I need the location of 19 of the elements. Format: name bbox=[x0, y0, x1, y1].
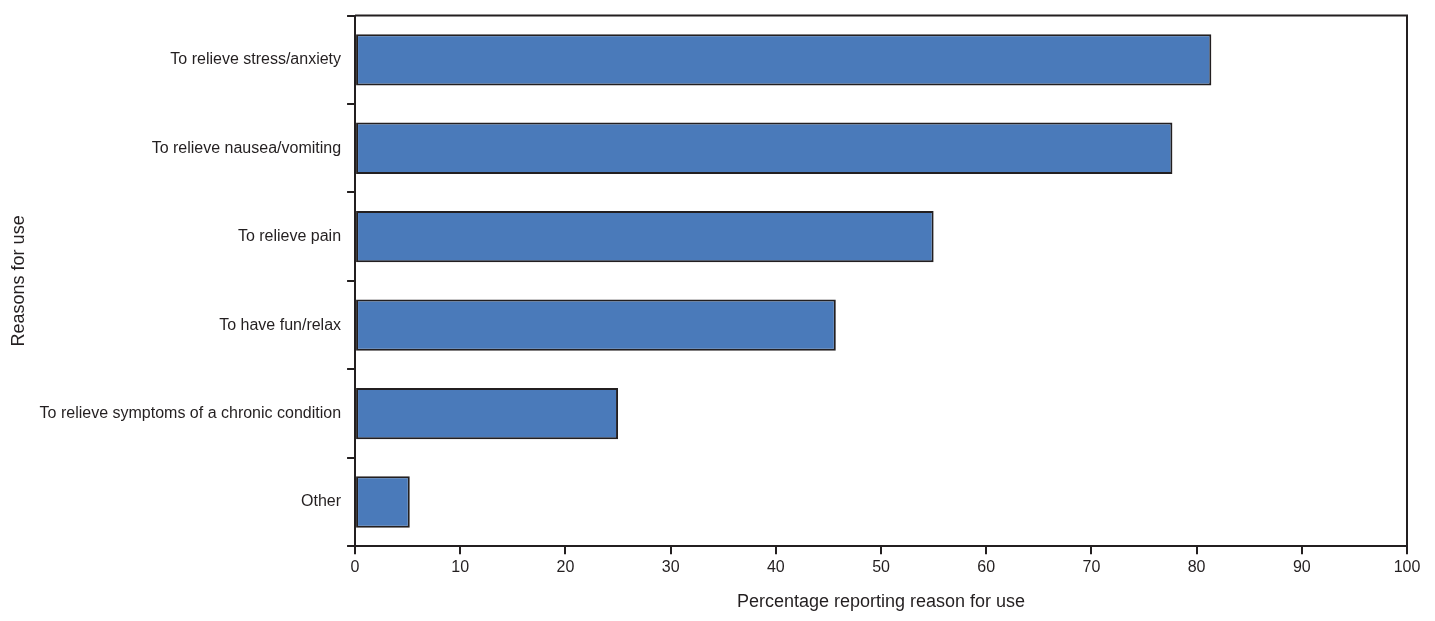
x-tick-label: 60 bbox=[977, 558, 996, 576]
y-axis-title: Reasons for use bbox=[7, 215, 28, 347]
x-tick-label: 40 bbox=[766, 558, 785, 576]
x-tick-label: 20 bbox=[556, 558, 575, 576]
x-tick-label: 30 bbox=[661, 558, 680, 576]
x-tick-label: 100 bbox=[1393, 558, 1421, 576]
x-tick-label: 10 bbox=[451, 558, 470, 576]
y-tick-label: Other bbox=[301, 492, 342, 510]
x-axis-title: Percentage reporting reason for use bbox=[736, 591, 1026, 612]
y-tick-label: To relieve pain bbox=[237, 227, 342, 245]
x-tick-label: 50 bbox=[872, 558, 891, 576]
x-tick-label: 0 bbox=[350, 558, 360, 576]
x-tick-label: 90 bbox=[1292, 558, 1311, 576]
y-tick-label: To relieve symptoms of a chronic condition bbox=[39, 403, 342, 421]
x-tick-label: 80 bbox=[1187, 558, 1206, 576]
y-tick-label: To have fun/relax bbox=[219, 315, 342, 333]
y-tick-label: To relieve stress/anxiety bbox=[170, 50, 342, 68]
y-tick-label: To relieve nausea/vomiting bbox=[151, 138, 342, 156]
x-tick-label: 70 bbox=[1082, 558, 1101, 576]
